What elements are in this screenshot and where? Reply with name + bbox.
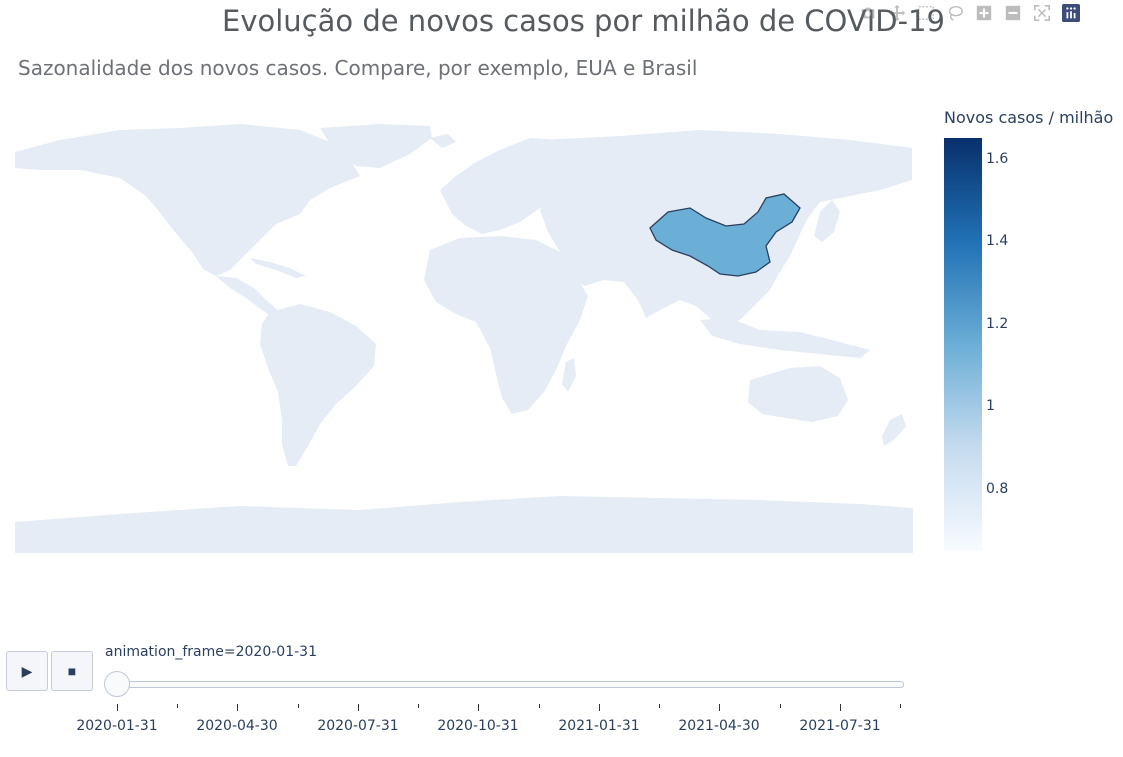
chart-title: Evolução de novos casos por milhão de CO… (222, 4, 945, 38)
colorbar-tick-label: 1.4 (986, 233, 1009, 250)
camera-icon[interactable] (858, 3, 878, 23)
europe[interactable] (440, 138, 574, 234)
africa[interactable] (424, 236, 588, 414)
slider-step-label[interactable]: 2021-07-31 (799, 718, 881, 734)
stop-icon: ■ (67, 663, 77, 679)
slider-minor-tick (900, 704, 901, 708)
caribbean[interactable] (250, 258, 306, 278)
play-button[interactable]: ▶ (6, 651, 48, 691)
modebar (858, 2, 1081, 24)
australia[interactable] (748, 366, 848, 422)
slider-step-label[interactable]: 2021-01-31 (558, 718, 640, 734)
new-zealand[interactable] (882, 414, 906, 446)
slider-minor-tick (659, 704, 660, 708)
greenland[interactable] (320, 124, 432, 168)
colorbar-tick-label: 1.2 (986, 315, 1009, 332)
colorbar-tick-label: 1.6 (986, 150, 1009, 167)
slider-minor-tick (418, 704, 419, 708)
madagascar[interactable] (562, 358, 576, 392)
iceland[interactable] (430, 134, 456, 148)
zoom-out-icon[interactable] (1003, 3, 1023, 23)
slider-rail[interactable] (107, 681, 904, 688)
china-highlighted[interactable] (649, 193, 801, 277)
colorbar-gradient (944, 138, 982, 551)
slider-step-label[interactable]: 2020-10-31 (437, 718, 519, 734)
colorbar-tick-label: 0.8 (986, 481, 1009, 498)
stop-button[interactable]: ■ (51, 651, 93, 691)
land-masses (15, 124, 913, 553)
slider-major-tick (237, 704, 238, 711)
central-america[interactable] (216, 276, 286, 320)
slider-grip[interactable] (104, 671, 130, 697)
slider-major-tick (358, 704, 359, 711)
slider-major-tick (117, 704, 118, 711)
colorbar-tick-label: 1 (986, 398, 995, 415)
slider-step-label[interactable]: 2020-07-31 (317, 718, 399, 734)
plotly-logo-icon[interactable] (1061, 3, 1081, 23)
slider-minor-tick (780, 704, 781, 708)
slider-major-tick (599, 704, 600, 711)
slider-major-tick (840, 704, 841, 711)
zoom-in-icon[interactable] (974, 3, 994, 23)
box-select-icon[interactable] (916, 3, 936, 23)
current-frame-label: animation_frame=2020-01-31 (105, 644, 317, 660)
slider-minor-tick (177, 704, 178, 708)
reset-view-icon[interactable] (1032, 3, 1052, 23)
southeast-asia-islands[interactable] (700, 318, 870, 358)
slider-major-tick (719, 704, 720, 711)
play-icon: ▶ (21, 662, 33, 679)
north-america[interactable] (15, 124, 360, 276)
slider-minor-tick (298, 704, 299, 708)
pan-icon[interactable] (887, 3, 907, 23)
slider-step-label[interactable]: 2020-01-31 (76, 718, 158, 734)
antarctica[interactable] (15, 496, 913, 553)
lasso-select-icon[interactable] (945, 3, 965, 23)
japan[interactable] (814, 200, 840, 242)
slider-minor-tick (539, 704, 540, 708)
chart-subtitle: Sazonalidade dos novos casos. Compare, p… (18, 56, 698, 80)
south-america[interactable] (260, 304, 376, 466)
slider-major-tick (478, 704, 479, 711)
colorbar-title: Novos casos / milhão (944, 108, 1114, 127)
slider-step-label[interactable]: 2020-04-30 (196, 718, 278, 734)
slider-step-label[interactable]: 2021-04-30 (678, 718, 760, 734)
